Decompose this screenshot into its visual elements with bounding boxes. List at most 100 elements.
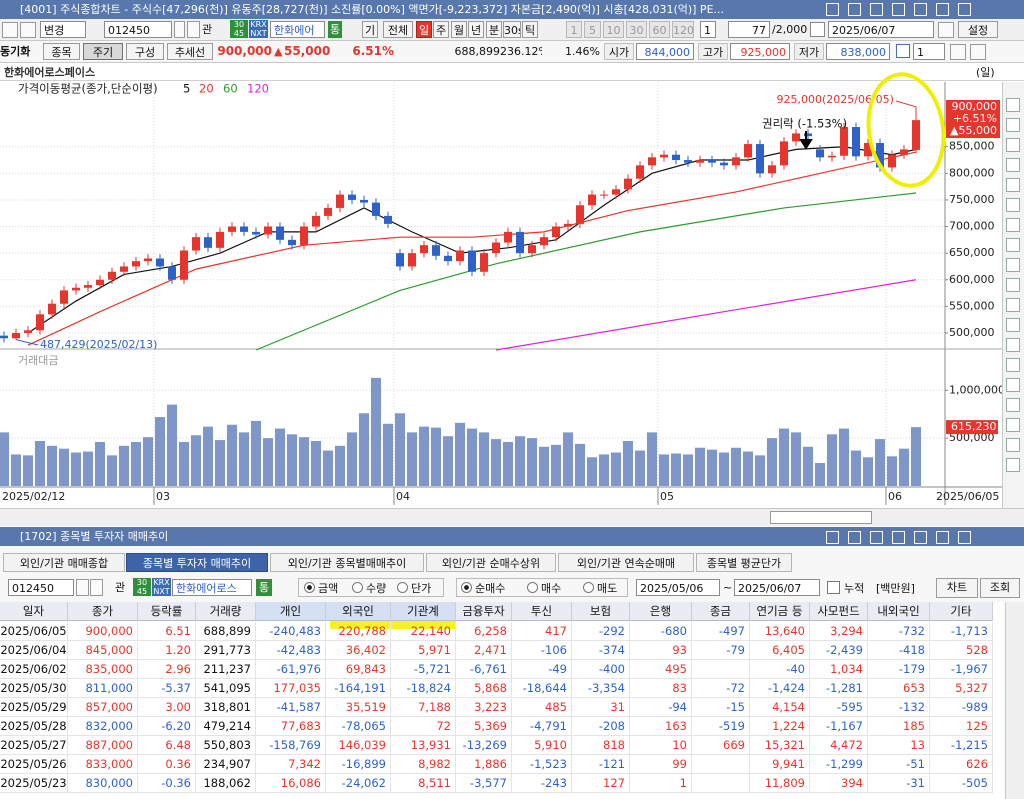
date-select[interactable]: 2025/06/07 xyxy=(734,579,820,596)
name-input[interactable]: 한화에어 xyxy=(270,21,325,38)
mode-select[interactable]: 변경 xyxy=(40,21,86,38)
checkbox-label[interactable]: 누적 xyxy=(844,582,865,595)
all-button[interactable]: 전체 xyxy=(383,21,413,38)
tool-icon[interactable] xyxy=(950,44,966,60)
radio-label[interactable]: 순매수 xyxy=(475,582,506,595)
radio[interactable] xyxy=(527,582,538,593)
radio-label[interactable]: 매수 xyxy=(541,582,562,595)
tong-button[interactable]: 통 xyxy=(328,21,342,38)
settings-button[interactable]: 설정 xyxy=(958,21,998,38)
scroll-thumb[interactable] xyxy=(770,511,872,524)
spinner[interactable] xyxy=(174,21,185,38)
watch-label[interactable]: 관 xyxy=(115,581,126,594)
search-button[interactable] xyxy=(90,579,103,596)
radio[interactable] xyxy=(461,582,472,593)
quote-button[interactable]: 주기 xyxy=(83,43,123,60)
period-button[interactable]: 일 xyxy=(416,21,432,38)
watch-label[interactable]: 관 xyxy=(202,23,213,36)
count-button[interactable]: 30 xyxy=(626,21,647,38)
drawing-tool[interactable] xyxy=(1006,218,1020,232)
query-button[interactable]: 조회 xyxy=(980,578,1020,598)
drawing-tool[interactable] xyxy=(1006,178,1020,192)
window-icon[interactable] xyxy=(892,531,905,544)
tab[interactable]: 외인/기관 종목별매매추이 xyxy=(270,553,424,572)
quote-button[interactable]: 구성 xyxy=(126,43,164,60)
tab[interactable]: 외인/기관 연속순매매 xyxy=(558,553,694,572)
period-button[interactable]: 30s xyxy=(503,21,521,38)
window-icon[interactable] xyxy=(914,531,927,544)
drawing-tool[interactable] xyxy=(1006,98,1020,112)
count-button[interactable]: 5 xyxy=(584,21,601,38)
period-button[interactable]: 주 xyxy=(433,21,449,38)
search-button[interactable] xyxy=(187,21,200,38)
interval-input[interactable]: 1 xyxy=(700,21,716,38)
drawing-tool[interactable] xyxy=(1006,458,1020,472)
drawing-tool[interactable] xyxy=(1006,298,1020,312)
tool-icon[interactable] xyxy=(2,22,18,38)
tab[interactable]: 외인/기관 매매종합 xyxy=(3,553,125,572)
tong-button[interactable]: 통 xyxy=(256,579,272,596)
period-button[interactable]: 분 xyxy=(486,21,502,38)
drawing-tool[interactable] xyxy=(1006,258,1020,272)
count-button[interactable]: 1 xyxy=(566,21,582,38)
drawing-tool[interactable] xyxy=(1006,358,1020,372)
drawing-tool[interactable] xyxy=(1006,158,1020,172)
window-icon[interactable] xyxy=(958,3,971,16)
drawing-tool[interactable] xyxy=(1006,418,1020,432)
window-icon[interactable] xyxy=(914,3,927,16)
count-button[interactable]: 60 xyxy=(649,21,670,38)
window-icon[interactable] xyxy=(958,531,971,544)
window-icon[interactable] xyxy=(870,3,883,16)
window-icon[interactable] xyxy=(936,3,949,16)
shown-input[interactable]: 77 xyxy=(728,21,770,38)
gi-button[interactable]: 기 xyxy=(362,21,378,38)
quote-button[interactable]: 종목 xyxy=(43,43,80,60)
radio[interactable] xyxy=(352,582,363,593)
drawing-tool[interactable] xyxy=(1006,138,1020,152)
date-select[interactable]: 2025/06/07 xyxy=(828,21,934,38)
drawing-tool[interactable] xyxy=(1006,278,1020,292)
layout-icon[interactable] xyxy=(896,44,910,58)
spinner[interactable] xyxy=(76,579,89,596)
period-button[interactable]: 월 xyxy=(451,21,467,38)
calendar-icon[interactable] xyxy=(810,22,825,37)
window-icon[interactable] xyxy=(848,531,861,544)
drawing-tool[interactable] xyxy=(1006,438,1020,452)
window-icon[interactable] xyxy=(892,3,905,16)
radio[interactable] xyxy=(583,582,594,593)
drawing-tool[interactable] xyxy=(1006,338,1020,352)
name-input[interactable]: 한화에어로스 xyxy=(172,579,252,596)
radio-label[interactable]: 단가 xyxy=(411,582,432,595)
radio[interactable] xyxy=(397,582,408,593)
checkbox[interactable] xyxy=(827,581,840,594)
drawing-tool[interactable] xyxy=(1006,118,1020,132)
count-button[interactable]: 120 xyxy=(672,21,694,38)
drawing-tool[interactable] xyxy=(1006,238,1020,252)
radio-label[interactable]: 매도 xyxy=(597,582,618,595)
period-button[interactable]: 틱 xyxy=(522,21,538,38)
tool-icon[interactable] xyxy=(20,22,36,38)
window-icon[interactable] xyxy=(848,3,861,16)
quote-button[interactable]: 추세선 xyxy=(167,43,213,60)
tool-icon[interactable] xyxy=(970,44,986,60)
date-select[interactable]: 2025/05/06 xyxy=(636,579,720,596)
tab[interactable]: 외인/기관 순매수상위 xyxy=(426,553,556,572)
count-button[interactable]: 10 xyxy=(603,21,624,38)
radio[interactable] xyxy=(304,582,315,593)
table-scrollbar[interactable] xyxy=(1005,602,1024,799)
radio-label[interactable]: 수량 xyxy=(366,582,387,595)
drawing-tool[interactable] xyxy=(1006,318,1020,332)
layout-select[interactable]: 1 xyxy=(913,43,945,60)
window-icon[interactable] xyxy=(826,531,839,544)
drawing-tool[interactable] xyxy=(1006,398,1020,412)
drawing-tool[interactable] xyxy=(1006,198,1020,212)
tab[interactable]: 종목별 평균단가 xyxy=(696,553,792,572)
code-input[interactable]: 012450 xyxy=(104,21,172,38)
tool-icon[interactable] xyxy=(938,22,954,38)
code-select[interactable]: 012450 xyxy=(8,579,74,596)
drawing-tool[interactable] xyxy=(1006,378,1020,392)
chart-button[interactable]: 차트 xyxy=(936,578,978,598)
window-icon[interactable] xyxy=(870,531,883,544)
window-icon[interactable] xyxy=(936,531,949,544)
radio-label[interactable]: 금액 xyxy=(318,582,339,595)
